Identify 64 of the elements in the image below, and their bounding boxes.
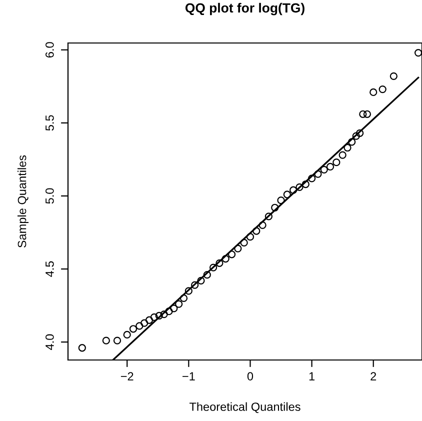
y-axis-title: Sample Quantiles bbox=[18, 155, 29, 248]
point bbox=[184, 287, 192, 295]
point bbox=[246, 233, 254, 241]
point bbox=[155, 312, 163, 320]
point bbox=[258, 221, 266, 229]
point bbox=[320, 166, 328, 174]
point bbox=[326, 162, 334, 171]
y-tick-label: 4.0 bbox=[46, 334, 54, 350]
x-tick-label: 0 bbox=[247, 372, 254, 380]
x-tick-label: 2 bbox=[370, 372, 376, 380]
point bbox=[234, 244, 242, 252]
point bbox=[197, 276, 205, 284]
point bbox=[203, 271, 211, 279]
point bbox=[78, 344, 86, 352]
point bbox=[332, 158, 340, 166]
point bbox=[175, 300, 183, 308]
point bbox=[378, 85, 386, 94]
point bbox=[140, 319, 148, 327]
point bbox=[136, 322, 144, 330]
point bbox=[222, 254, 230, 263]
point bbox=[209, 264, 218, 272]
chart-title: QQ plot for log(TG) bbox=[185, 2, 304, 16]
y-tick-label: 5.0 bbox=[46, 188, 54, 204]
point bbox=[123, 330, 131, 339]
point bbox=[363, 110, 372, 118]
point bbox=[165, 308, 173, 316]
point bbox=[240, 238, 248, 247]
point bbox=[102, 336, 110, 344]
point bbox=[216, 259, 224, 267]
y-tick-label: 5.5 bbox=[46, 115, 54, 131]
point bbox=[296, 183, 304, 191]
x-axis-title: Theoretical Quantiles bbox=[189, 402, 300, 414]
point bbox=[359, 110, 367, 118]
point bbox=[160, 310, 168, 318]
point bbox=[264, 212, 273, 220]
x-tick-label: −1 bbox=[182, 372, 195, 380]
point bbox=[338, 151, 346, 159]
point bbox=[145, 316, 154, 324]
point bbox=[271, 204, 279, 212]
point bbox=[390, 72, 398, 80]
point bbox=[314, 170, 322, 178]
point bbox=[113, 336, 122, 344]
point bbox=[170, 304, 178, 312]
point bbox=[308, 174, 316, 182]
point bbox=[348, 138, 356, 146]
point bbox=[191, 281, 199, 289]
point bbox=[252, 227, 260, 235]
point bbox=[352, 132, 360, 140]
point bbox=[414, 48, 422, 57]
point bbox=[228, 250, 236, 258]
point bbox=[302, 180, 310, 188]
x-tick-label: −2 bbox=[120, 372, 134, 380]
x-tick-label: 1 bbox=[309, 372, 315, 380]
point bbox=[150, 313, 158, 322]
point bbox=[290, 186, 298, 194]
point bbox=[277, 196, 285, 204]
point bbox=[344, 144, 352, 152]
y-tick-label: 4.5 bbox=[46, 261, 54, 277]
point bbox=[356, 129, 364, 137]
point bbox=[180, 294, 188, 302]
point bbox=[283, 190, 291, 198]
y-tick-label: 6.0 bbox=[46, 42, 54, 58]
point bbox=[129, 325, 138, 333]
point bbox=[370, 88, 378, 96]
